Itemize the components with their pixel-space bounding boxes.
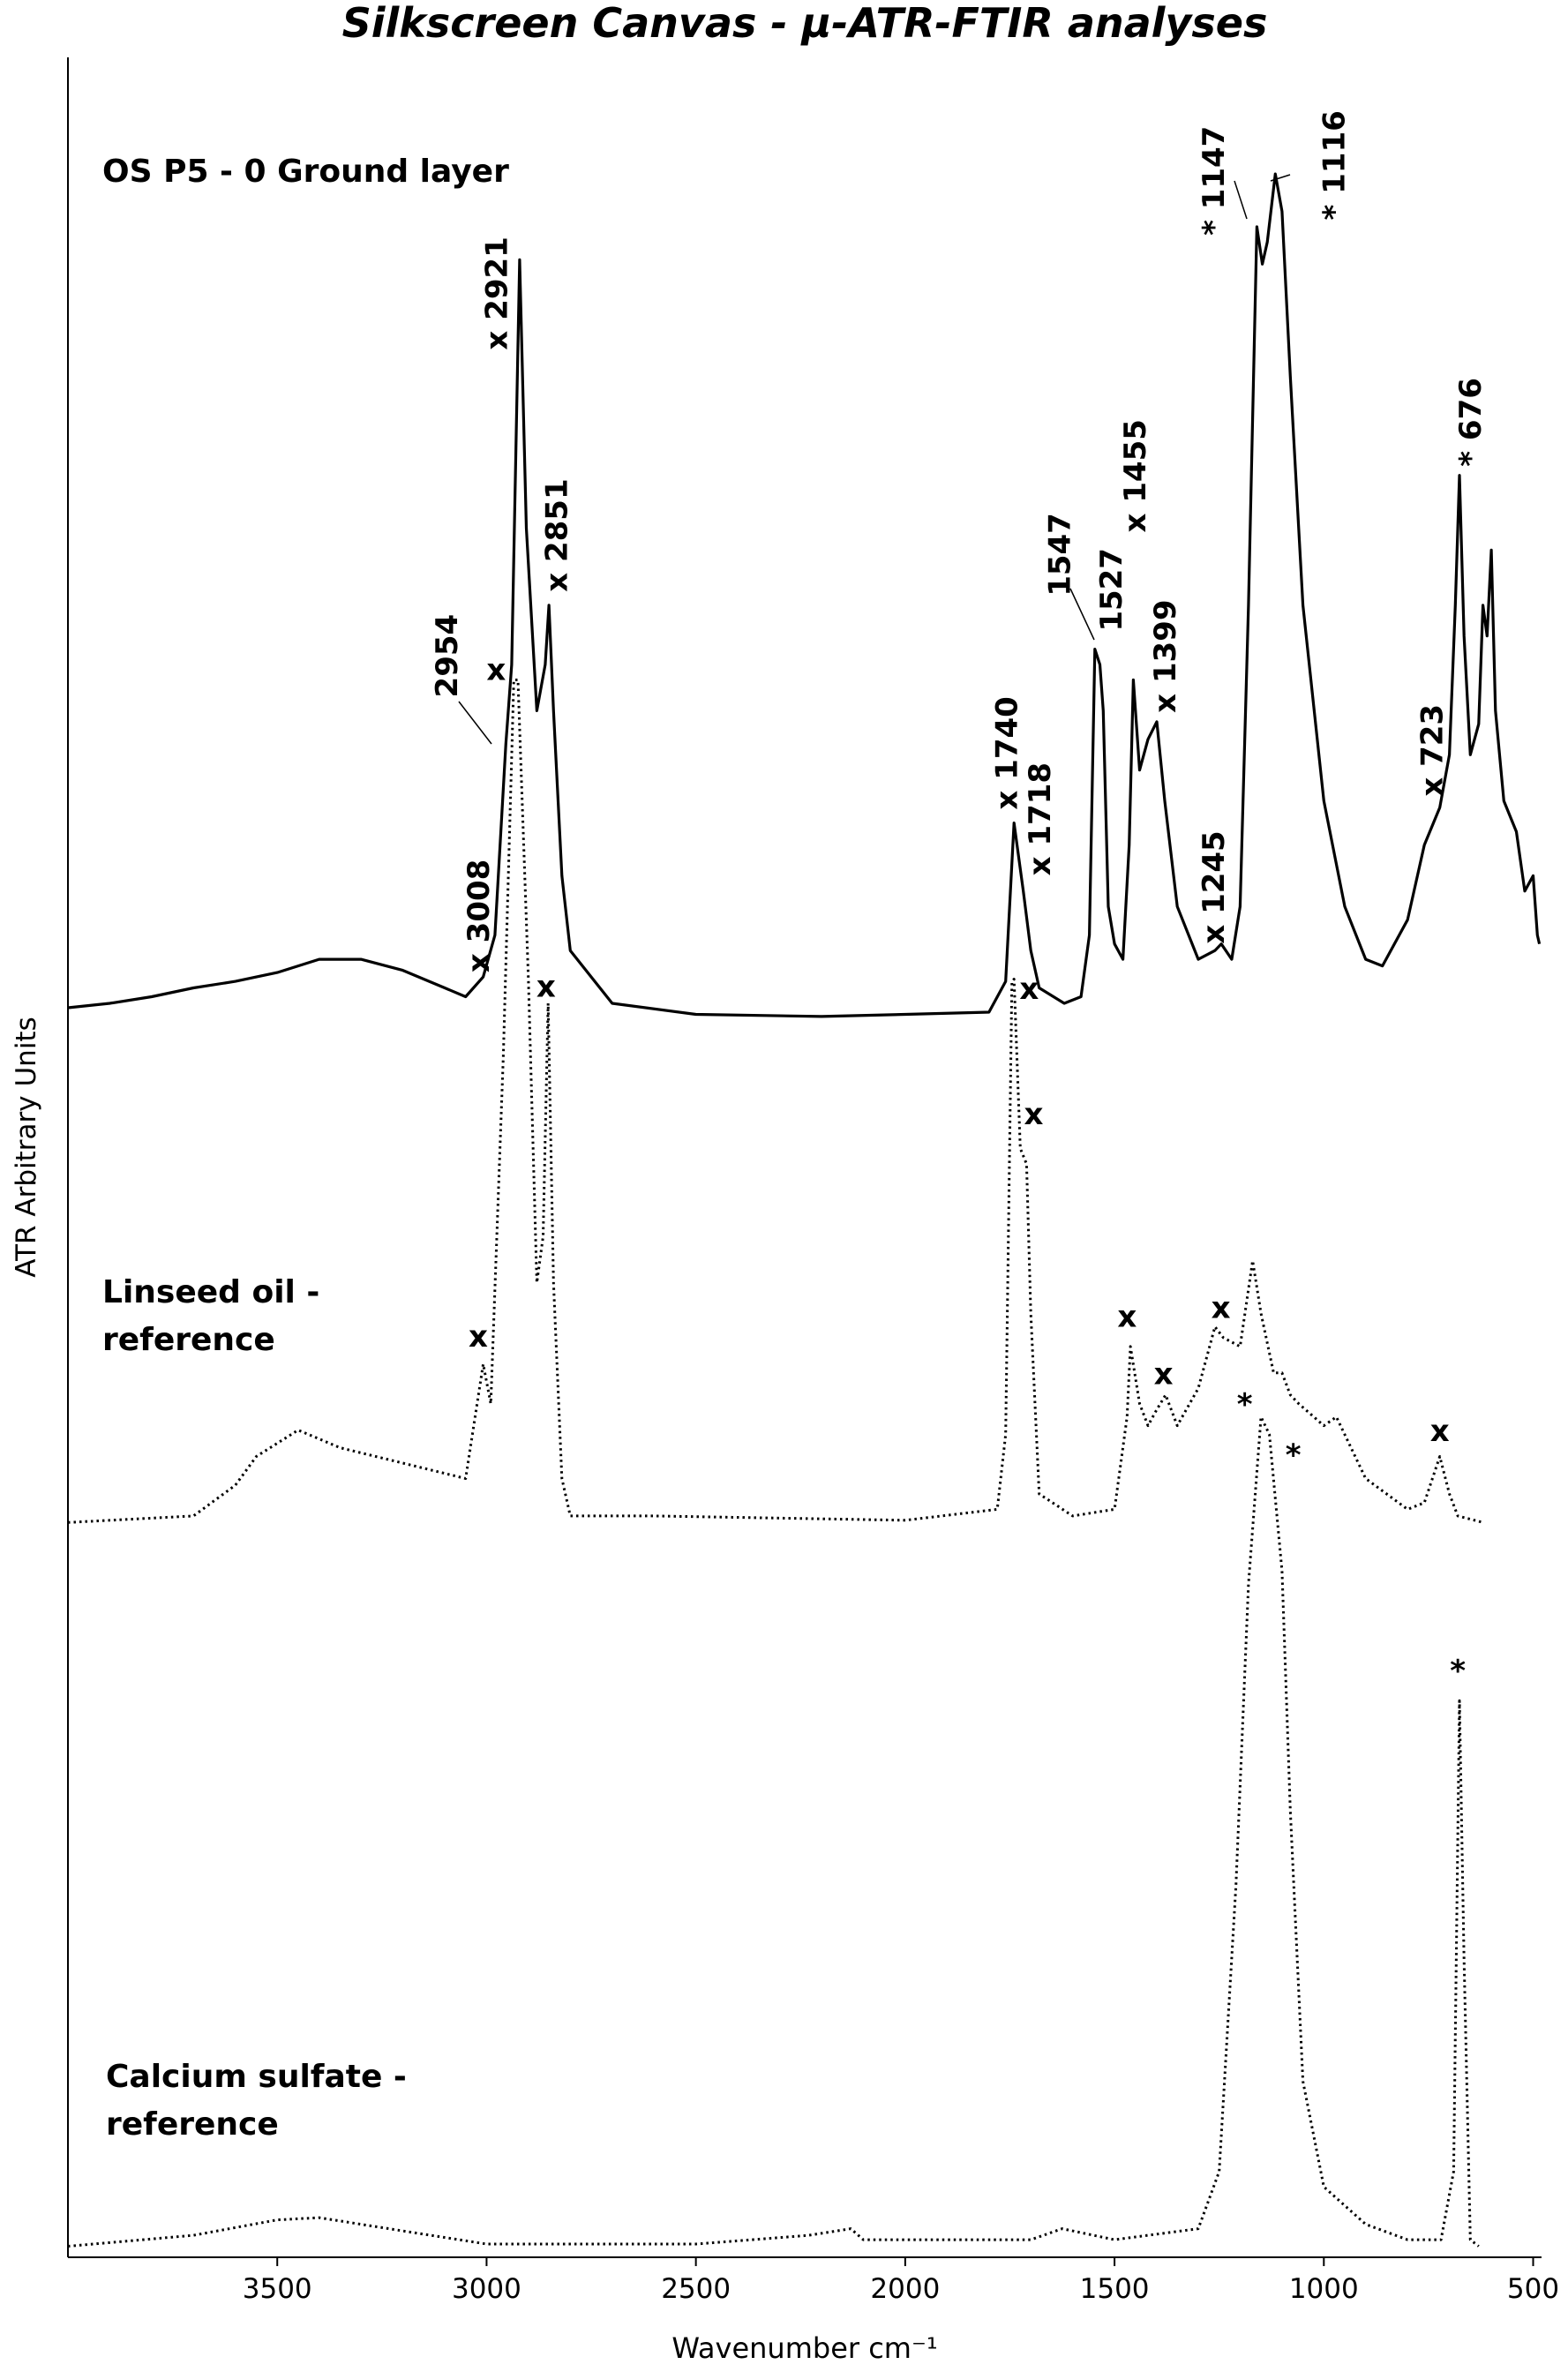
x-tick-label: 3500 <box>243 2273 312 2305</box>
series-label: OS P5 - 0 Ground layer <box>102 154 509 190</box>
x-tick-label: 500 <box>1507 2273 1559 2305</box>
peak-label: x 2851 <box>540 478 575 591</box>
peak-label: x 1245 <box>1197 830 1232 943</box>
series-label: Linseed oil - reference <box>102 1274 320 1358</box>
peak-label: * <box>1450 1654 1466 1689</box>
peak-label: * 676 <box>1453 378 1489 467</box>
x-tick-label: 1000 <box>1289 2273 1359 2305</box>
y-axis-label: ATR Arbitrary Units <box>11 1017 42 1277</box>
peak-label: x <box>1212 1290 1231 1325</box>
peak-label: x 1399 <box>1148 600 1183 713</box>
peak-label: 1547 <box>1042 513 1077 597</box>
chart-title: Silkscreen Canvas - μ-ATR-FTIR analyses <box>342 0 1268 47</box>
peak-label: x 3008 <box>461 859 497 972</box>
peak-label: x 723 <box>1415 704 1451 797</box>
peak-label: * <box>1286 1438 1302 1474</box>
spectrum-line <box>67 172 1542 1018</box>
x-tick-label: 2000 <box>870 2273 940 2305</box>
x-tick-label: 2500 <box>661 2273 731 2305</box>
spectrum-line <box>67 679 1483 1524</box>
leader-lines <box>458 174 1291 745</box>
peak-label: 1527 <box>1094 548 1129 632</box>
peak-label: x <box>469 1319 488 1355</box>
peak-label: x <box>536 970 556 1005</box>
peak-label: x 1740 <box>990 696 1025 809</box>
series-label: Calcium sulfate - reference <box>106 2059 407 2143</box>
spectrum-line <box>67 1415 1480 2248</box>
peak-label: x 2921 <box>479 236 514 349</box>
peak-label: * <box>1237 1387 1253 1422</box>
peak-label: x 1455 <box>1118 419 1153 532</box>
peak-label: * 1147 <box>1197 126 1232 236</box>
peak-label: x <box>1430 1414 1450 1449</box>
x-axis-label: Wavenumber cm⁻¹ <box>671 2331 937 2365</box>
x-tick-label: 1500 <box>1080 2273 1150 2305</box>
peak-label: * 1116 <box>1317 110 1353 220</box>
peak-label: x <box>1024 1097 1044 1132</box>
peak-label: x <box>1154 1356 1174 1392</box>
peak-label: x <box>1117 1299 1137 1334</box>
peak-label: x <box>1019 972 1039 1007</box>
peak-label: 2954 <box>430 614 465 698</box>
x-tick-label: 3000 <box>452 2273 521 2305</box>
peak-label: x <box>486 653 506 688</box>
peak-label: x 1718 <box>1023 762 1058 875</box>
